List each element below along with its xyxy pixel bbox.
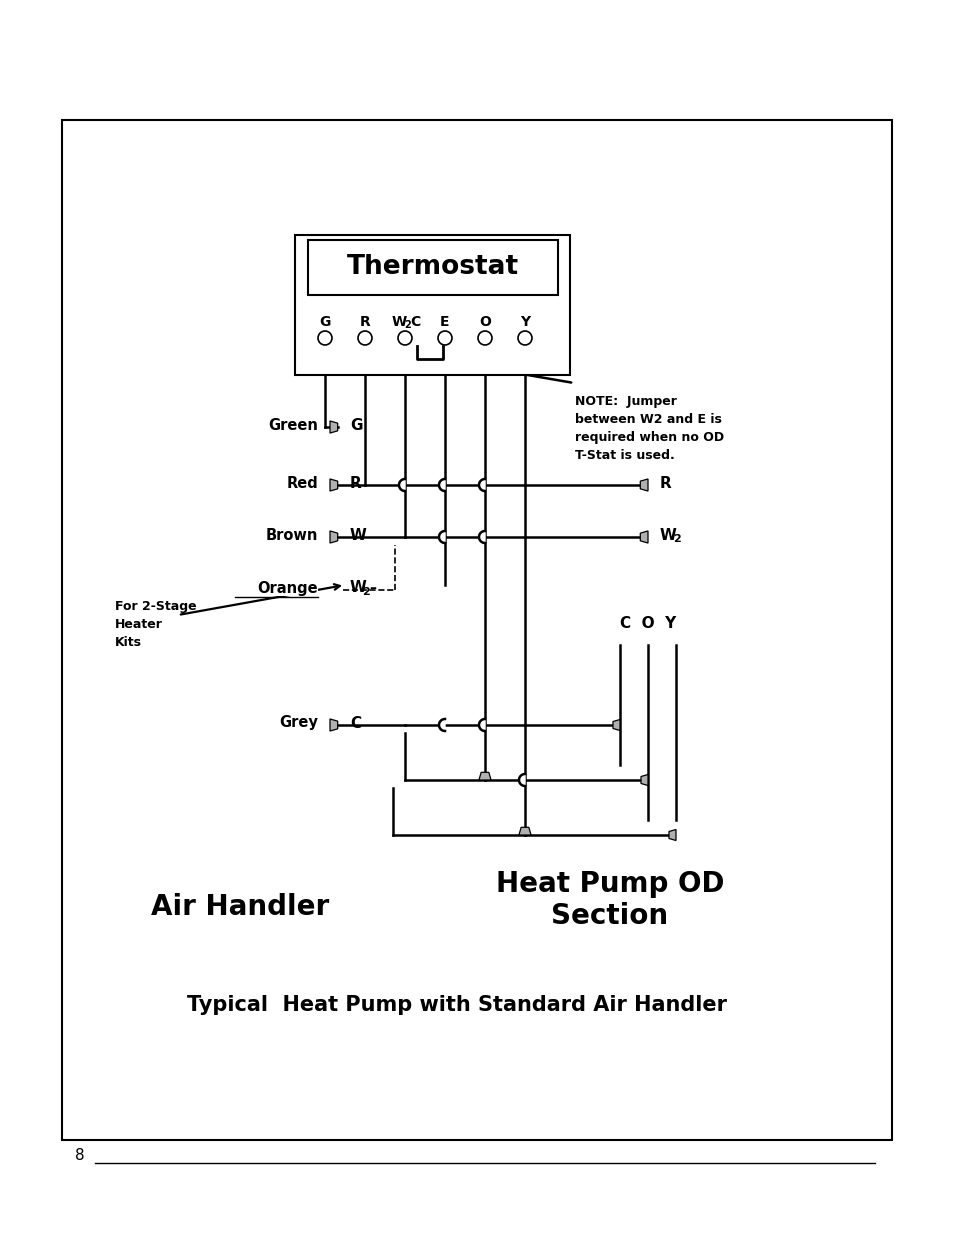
Circle shape: [517, 331, 532, 345]
Text: Thermostat: Thermostat: [347, 254, 518, 280]
Polygon shape: [478, 531, 484, 543]
Text: Typical  Heat Pump with Standard Air Handler: Typical Heat Pump with Standard Air Hand…: [187, 995, 726, 1015]
Text: E: E: [439, 315, 449, 329]
Text: R: R: [350, 475, 361, 490]
Text: 8: 8: [75, 1147, 85, 1162]
Text: –: –: [369, 580, 375, 595]
Bar: [294, 235, 569, 375]
Circle shape: [357, 331, 372, 345]
Polygon shape: [398, 479, 405, 492]
Polygon shape: [330, 479, 337, 492]
Polygon shape: [518, 774, 524, 785]
Polygon shape: [330, 421, 337, 433]
Text: W: W: [659, 527, 677, 542]
Text: For 2-Stage
Heater
Kits: For 2-Stage Heater Kits: [115, 600, 196, 650]
Text: Grey: Grey: [279, 715, 317, 730]
Polygon shape: [478, 772, 491, 781]
Text: R: R: [659, 475, 671, 490]
Text: 2: 2: [404, 320, 411, 330]
Text: W: W: [350, 580, 367, 595]
Text: G: G: [350, 417, 362, 432]
Text: R: R: [359, 315, 370, 329]
Polygon shape: [330, 531, 337, 543]
Polygon shape: [613, 720, 619, 730]
Circle shape: [317, 331, 332, 345]
Bar: [308, 240, 558, 295]
Text: C: C: [350, 715, 361, 730]
Text: G: G: [319, 315, 331, 329]
Text: Air Handler: Air Handler: [151, 893, 329, 921]
Circle shape: [437, 331, 452, 345]
Circle shape: [397, 331, 412, 345]
Text: Heat Pump OD
Section: Heat Pump OD Section: [496, 869, 723, 930]
Polygon shape: [438, 531, 444, 543]
Polygon shape: [438, 479, 444, 492]
Circle shape: [477, 331, 492, 345]
Bar: [62, 120, 891, 1140]
Text: C  O  Y: C O Y: [619, 615, 676, 631]
Text: Y: Y: [519, 315, 530, 329]
Text: W: W: [350, 527, 367, 542]
Polygon shape: [639, 479, 647, 492]
Text: NOTE:  Jumper
between W2 and E is
required when no OD
T-Stat is used.: NOTE: Jumper between W2 and E is require…: [575, 395, 723, 462]
Polygon shape: [640, 774, 647, 785]
Polygon shape: [668, 830, 676, 841]
Text: W: W: [391, 315, 406, 329]
Text: Orange: Orange: [257, 580, 317, 595]
Text: Green: Green: [268, 417, 317, 432]
Text: Brown: Brown: [265, 527, 317, 542]
Text: 2: 2: [672, 534, 680, 543]
Polygon shape: [438, 719, 444, 731]
Text: O: O: [478, 315, 491, 329]
Polygon shape: [478, 719, 484, 731]
Text: Red: Red: [286, 475, 317, 490]
Polygon shape: [330, 719, 337, 731]
Polygon shape: [478, 479, 484, 492]
Polygon shape: [639, 531, 647, 543]
Text: 2: 2: [361, 587, 370, 597]
Text: C: C: [410, 315, 419, 329]
Polygon shape: [518, 827, 531, 835]
